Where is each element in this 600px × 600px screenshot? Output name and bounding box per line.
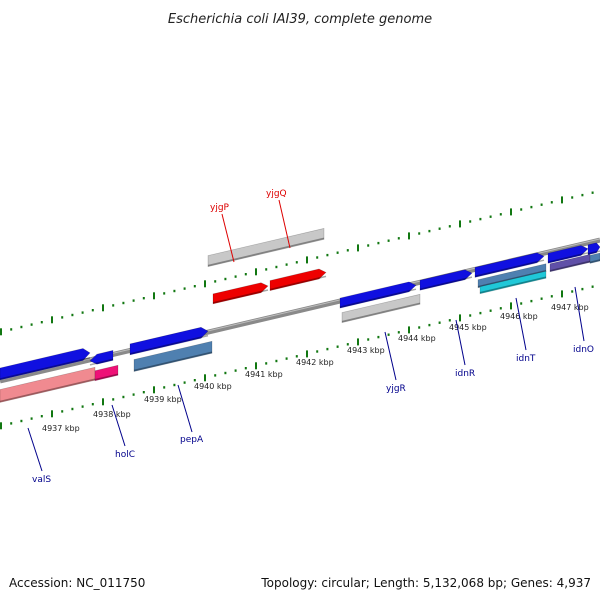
gene-pepa-ortholog[interactable] [133,340,213,372]
upper-tick-track [0,191,594,336]
gene-shadow [133,351,213,372]
gene-shadow [339,288,417,308]
gene-label-lines [27,199,585,472]
gene-label-holc[interactable]: holC [115,450,135,460]
gene-shadow [419,276,473,291]
gene-idno[interactable] [547,245,589,264]
gene-shadow [89,358,114,366]
gene-label-vals[interactable]: valS [32,475,51,485]
gene-yjgp-yjgq-region[interactable] [207,228,325,267]
gene-shadow [477,269,547,288]
gene-idnt-ortholog-b[interactable] [479,270,547,295]
gene-idnk[interactable] [587,242,600,256]
gene-labels: yjgP yjgQ valS holC pepA yjgR idnR idnT … [32,189,594,485]
gene-shadow [549,260,591,272]
gene-shadow [207,237,325,267]
kbp-label: 4942 kbp [296,358,334,367]
gene-shadow [479,276,547,294]
genome-stats-text: Topology: circular; Length: 5,132,068 bp… [260,576,591,590]
gene-shadow [212,289,269,304]
gene-label-yjgp[interactable]: yjgP [210,203,230,213]
gene-shadow [547,252,589,263]
gene-pepa[interactable] [129,326,209,356]
kbp-label: 4944 kbp [398,334,436,343]
gene-label-yjgr[interactable]: yjgR [386,384,406,394]
gene-idnk-ortholog[interactable] [589,252,600,264]
gene-holc[interactable] [89,350,114,365]
gene-idnt[interactable] [474,252,545,278]
kbp-label: 4947 kbp [551,303,589,312]
gene-shadow [474,259,545,278]
gene-features [0,228,600,403]
gene-vals[interactable] [0,348,91,381]
gene-yjgq[interactable] [269,268,327,291]
gene-label-idno[interactable]: idnO [573,345,594,355]
gene-shadow [129,334,209,355]
map-title: Escherichia coli IAI39, complete genome [168,12,432,27]
gene-label-idnt[interactable]: idnT [516,354,536,364]
gene-shadow [94,373,119,381]
kbp-label: 4939 kbp [144,395,182,404]
gene-shadow [587,250,600,255]
gene-idnr[interactable] [419,269,473,291]
kbp-label: 4938 kbp [93,410,131,419]
kbp-label: 4937 kbp [42,424,80,433]
kbp-label: 4941 kbp [245,370,283,379]
lower-tick-track [0,285,594,430]
kbp-labels: 4937 kbp 4938 kbp 4939 kbp 4940 kbp 4941… [42,303,589,433]
gene-label-pepa[interactable]: pepA [180,435,204,445]
gene-yjgr-ortholog[interactable] [341,293,421,323]
kbp-label: 4943 kbp [347,346,385,355]
gene-shadow [341,302,421,323]
kbp-label: 4946 kbp [500,312,538,321]
kbp-label: 4940 kbp [194,382,232,391]
gene-shadow [589,259,600,264]
gene-shadow [0,378,96,403]
gene-label-yjgq[interactable]: yjgQ [266,189,287,199]
gene-holc-ortholog[interactable] [94,364,119,382]
kbp-label: 4945 kbp [449,323,487,332]
gene-shadow [0,357,91,380]
gene-shadow [269,275,327,291]
gene-label-idnr[interactable]: idnR [455,369,475,379]
accession-text: Accession: NC_011750 [9,576,145,590]
gene-yjgr[interactable] [339,281,417,309]
gene-yjgp[interactable] [212,282,269,305]
